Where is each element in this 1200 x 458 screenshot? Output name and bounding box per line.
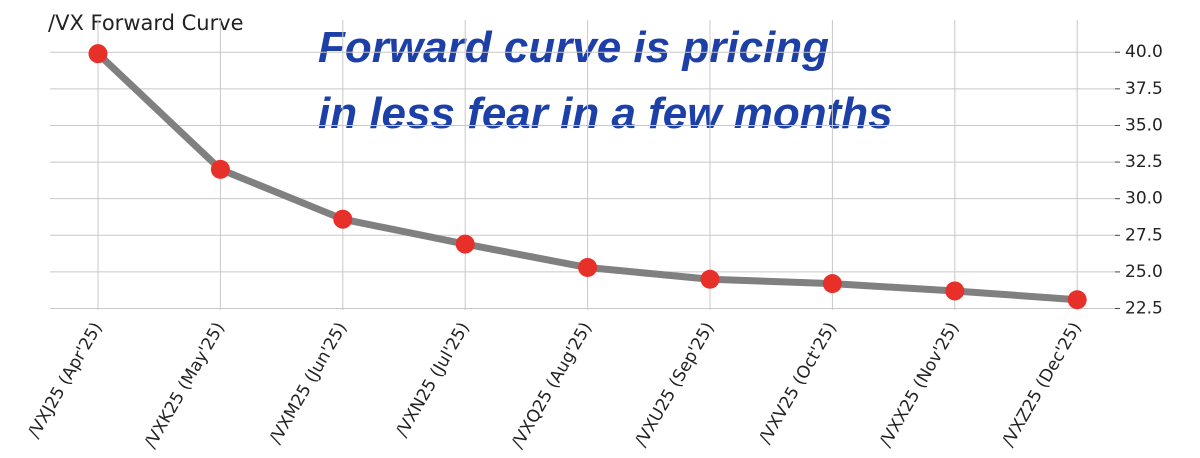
y-tick-label: 37.5 xyxy=(1125,79,1163,99)
marker xyxy=(578,258,598,278)
annotation: Forward curve is pricing xyxy=(318,23,829,72)
marker xyxy=(333,209,353,229)
y-tick-label: 40.0 xyxy=(1125,42,1163,62)
y-tick-label: 32.5 xyxy=(1125,152,1163,172)
y-tick-label: 22.5 xyxy=(1125,299,1163,319)
y-tick-label: 30.0 xyxy=(1125,189,1163,209)
x-tick-label: /VXZ25 (Dec'25) xyxy=(998,319,1085,450)
y-tick-label: 35.0 xyxy=(1125,115,1163,135)
marker xyxy=(945,281,965,301)
x-tick-label: /VXN25 (Jul'25) xyxy=(392,319,474,441)
marker xyxy=(822,274,842,294)
marker xyxy=(700,269,720,289)
annotation: in less fear in a few months xyxy=(318,89,893,138)
marker xyxy=(1067,290,1087,310)
x-tick-label: /VXU25 (Sep'25) xyxy=(631,319,718,450)
x-tick-label: /VXQ25 (Aug'25) xyxy=(508,319,596,452)
x-tick-label: /VXV25 (Oct'25) xyxy=(755,319,841,447)
x-tick-label: /VXJ25 (Apr'25) xyxy=(24,319,106,442)
x-tick-label: /VXK25 (May'25) xyxy=(141,319,229,452)
marker xyxy=(210,159,230,179)
x-tick-label: /VXM25 (Jun'25) xyxy=(266,319,352,448)
y-tick-label: 27.5 xyxy=(1125,225,1163,245)
x-tick-label: /VXX25 (Nov'25) xyxy=(876,319,964,451)
y-tick-label: 25.0 xyxy=(1125,262,1163,282)
marker xyxy=(455,234,475,254)
marker xyxy=(88,44,108,64)
chart-title: /VX Forward Curve xyxy=(48,11,244,35)
